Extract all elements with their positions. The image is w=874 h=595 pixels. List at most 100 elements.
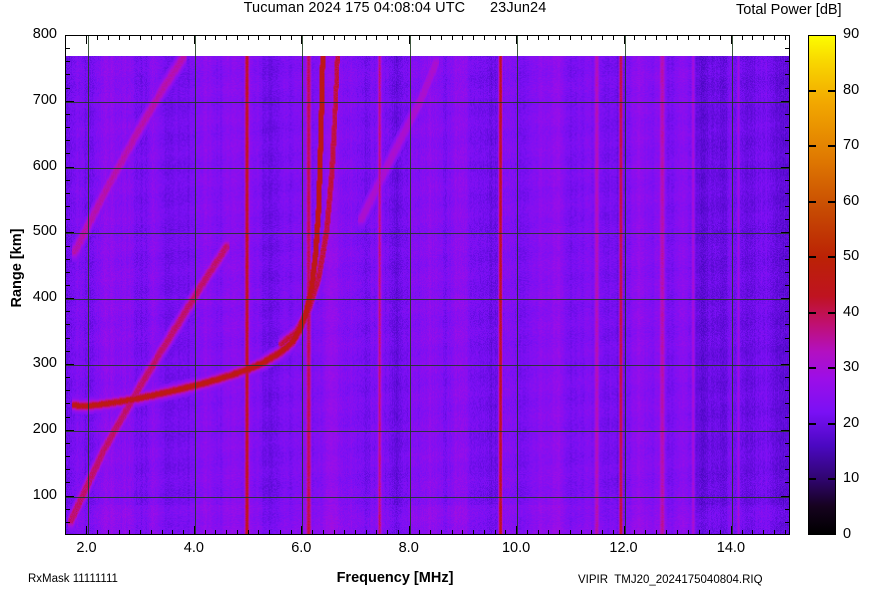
- x-tick-minor: [505, 530, 507, 535]
- y-tick-minor: [65, 48, 70, 50]
- colorbar-tick-label: 40: [843, 303, 860, 320]
- y-tick-minor-right: [785, 87, 790, 89]
- heatmap-canvas-wrap: [66, 36, 789, 534]
- x-tick-label: 14.0: [716, 540, 746, 556]
- y-tick-label: 400: [32, 289, 57, 306]
- colorbar-tick: [809, 256, 816, 259]
- x-tick-label: 2.0: [76, 540, 97, 556]
- y-tick-minor-right: [785, 127, 790, 129]
- colorbar-tick-label: 70: [843, 137, 860, 154]
- y-tick-minor-right: [785, 350, 790, 352]
- colorbar-tick: [828, 478, 835, 481]
- x-tick-minor: [580, 530, 582, 535]
- x-tick-minor: [322, 530, 324, 535]
- y-tick-label: 700: [32, 91, 57, 108]
- y-tick-major-right: [781, 232, 790, 234]
- x-tick-minor-top: [172, 35, 174, 40]
- x-tick-minor-top: [397, 35, 399, 40]
- y-tick-major-right: [781, 429, 790, 431]
- colorbar-title: Total Power [dB]: [736, 2, 842, 18]
- x-tick-minor: [763, 530, 765, 535]
- x-tick-major: [408, 526, 410, 535]
- x-tick-minor: [365, 530, 367, 535]
- y-tick-minor-right: [785, 521, 790, 523]
- x-tick-minor: [97, 530, 99, 535]
- x-tick-minor-top: [473, 35, 475, 40]
- colorbar-tick: [809, 89, 816, 92]
- x-tick-minor-top: [677, 35, 679, 40]
- x-tick-minor: [720, 530, 722, 535]
- colorbar-tick: [828, 367, 835, 370]
- colorbar-tick: [809, 367, 816, 370]
- x-tick-minor-top: [580, 35, 582, 40]
- x-tick-minor: [773, 530, 775, 535]
- x-tick-minor: [709, 530, 711, 535]
- x-tick-minor-top: [226, 35, 228, 40]
- x-tick-label: 4.0: [183, 540, 204, 556]
- x-tick-label: 10.0: [501, 540, 531, 556]
- x-tick-label: 6.0: [291, 540, 312, 556]
- x-tick-minor: [290, 530, 292, 535]
- y-tick-minor-right: [785, 192, 790, 194]
- x-tick-minor-top: [451, 35, 453, 40]
- gridline-horizontal: [66, 167, 789, 169]
- x-tick-minor-top: [462, 35, 464, 40]
- gridline-vertical: [302, 36, 304, 534]
- y-tick-minor: [65, 469, 70, 471]
- x-tick-label: 12.0: [609, 540, 638, 556]
- colorbar-tick-label: 80: [843, 81, 860, 98]
- x-tick-minor: [634, 530, 636, 535]
- x-tick-major: [516, 526, 518, 535]
- x-tick-minor: [569, 530, 571, 535]
- gridline-vertical: [409, 36, 411, 534]
- gridline-horizontal: [66, 101, 789, 103]
- colorbar-tick: [828, 422, 835, 425]
- x-tick-minor: [258, 530, 260, 535]
- x-tick-minor: [226, 530, 228, 535]
- y-tick-major-right: [781, 495, 790, 497]
- y-tick-major: [65, 35, 74, 36]
- x-tick-minor: [215, 530, 217, 535]
- y-tick-minor-right: [785, 153, 790, 155]
- y-tick-minor: [65, 390, 70, 392]
- y-tick-minor: [65, 508, 70, 510]
- x-tick-minor-top: [602, 35, 604, 40]
- x-tick-minor: [269, 530, 271, 535]
- y-tick-minor: [65, 337, 70, 339]
- x-tick-minor: [526, 530, 528, 535]
- x-tick-minor: [397, 530, 399, 535]
- y-tick-minor-right: [785, 403, 790, 405]
- gridline-horizontal: [66, 430, 789, 432]
- x-tick-minor: [129, 530, 131, 535]
- y-tick-minor: [65, 258, 70, 260]
- x-tick-minor-top: [720, 35, 722, 40]
- x-tick-minor: [559, 530, 561, 535]
- y-tick-minor: [65, 285, 70, 286]
- x-tick-minor: [419, 530, 421, 535]
- x-tick-minor: [451, 530, 453, 535]
- x-tick-minor-top: [215, 35, 217, 40]
- y-tick-minor-right: [785, 377, 790, 379]
- x-tick-label: 8.0: [398, 540, 419, 556]
- x-tick-major: [301, 526, 303, 535]
- x-tick-minor-top: [483, 35, 485, 40]
- y-tick-minor: [65, 377, 70, 379]
- x-tick-minor: [677, 530, 679, 535]
- y-tick-label: 200: [32, 420, 57, 437]
- x-tick-minor-top: [763, 35, 765, 40]
- y-tick-minor: [65, 521, 70, 523]
- y-tick-minor: [65, 403, 70, 405]
- y-tick-minor-right: [785, 206, 790, 208]
- y-axis-label: Range [km]: [9, 228, 25, 308]
- y-tick-minor: [65, 482, 70, 484]
- y-tick-major: [65, 100, 74, 102]
- x-tick-minor-top: [97, 35, 99, 40]
- y-tick-minor-right: [785, 61, 790, 63]
- x-tick-minor: [183, 530, 185, 535]
- x-tick-minor-top: [569, 35, 571, 40]
- ionogram-plot-area[interactable]: [65, 35, 790, 535]
- y-tick-major-right: [781, 166, 790, 168]
- gridline-horizontal: [66, 364, 789, 366]
- x-tick-minor-top: [365, 35, 367, 40]
- colorbar-tick: [828, 145, 835, 148]
